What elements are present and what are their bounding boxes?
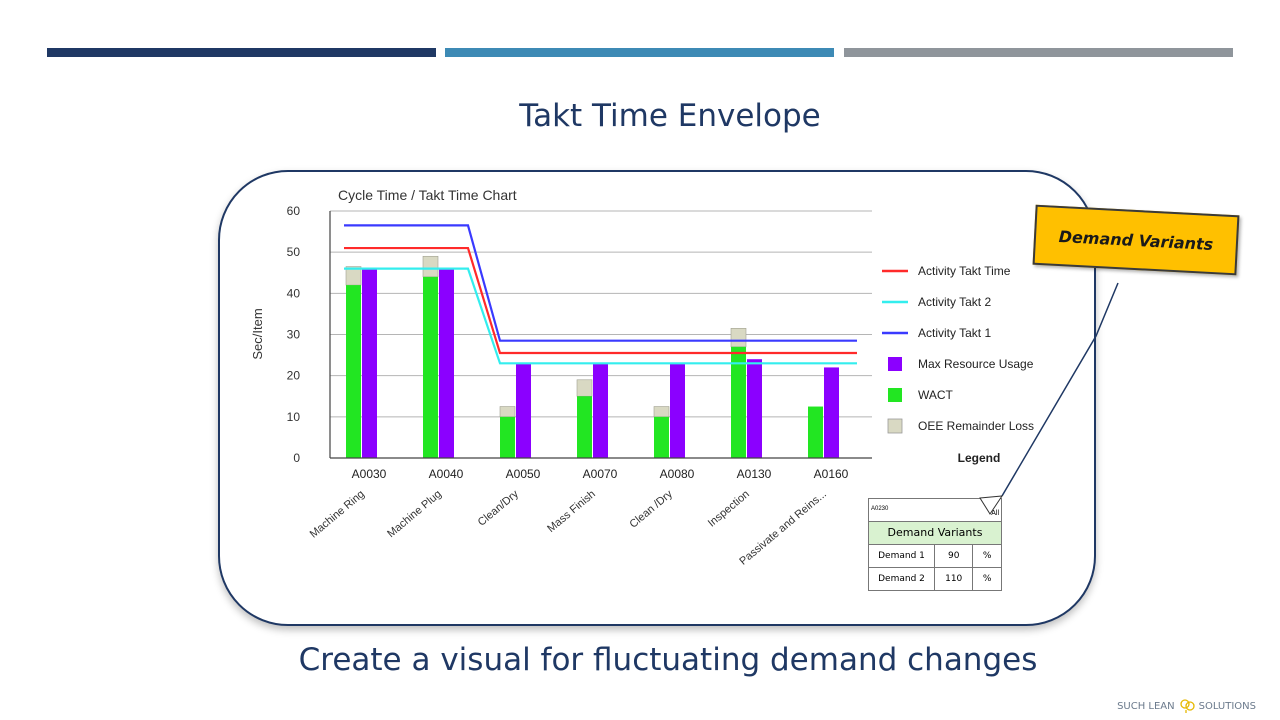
x-tick-label: A0160 (814, 467, 849, 481)
bar-oee-loss (576, 379, 593, 397)
bar-wact (577, 396, 592, 458)
x-tick-label: A0070 (583, 467, 618, 481)
x-tick-label: A0130 (737, 467, 772, 481)
table-header-strip: A0230 All (868, 498, 1002, 521)
bar-max-resource (516, 363, 531, 458)
y-tick-label: 30 (287, 328, 301, 342)
bar-max-resource (824, 367, 839, 458)
category-name-label: Machine Ring (308, 488, 367, 540)
company-logo: SUCH LEAN SOLUTIONS (1117, 698, 1256, 714)
bar-oee-loss (422, 255, 439, 278)
logo-text-right: SOLUTIONS (1198, 700, 1256, 712)
category-name-label: Inspection (706, 488, 752, 529)
series-line-activity-takt-2 (344, 267, 857, 365)
table-title: Demand Variants (868, 521, 1002, 545)
series-line-activity-takt-1 (344, 224, 857, 342)
x-tick-label: A0040 (429, 467, 464, 481)
table-row: Demand 2 110 % (868, 568, 1002, 591)
legend-entry: Max Resource Usage (918, 357, 1034, 371)
legend-entry: Activity Takt Time (918, 264, 1011, 278)
slide-title: Takt Time Envelope (519, 98, 821, 134)
legend-title: Legend (958, 451, 1001, 465)
legend-swatch-box (888, 357, 902, 371)
y-axis-label: Sec/Item (250, 308, 265, 359)
bar-wact (346, 285, 361, 458)
bar-max-resource (593, 363, 608, 458)
y-tick-label: 50 (287, 245, 301, 259)
legend-swatch-box (887, 418, 903, 434)
demand-variants-callout: Demand Variants (1032, 204, 1240, 276)
x-tick-label: A0030 (352, 467, 387, 481)
legend-entry: Activity Takt 2 (918, 295, 991, 309)
callout-label: Demand Variants (1058, 226, 1214, 254)
legend-entry: WACT (918, 388, 954, 402)
table-row: Demand 1 90 % (868, 545, 1002, 568)
category-name-label: Passivate and Reins... (737, 488, 829, 568)
bar-oee-loss (730, 328, 747, 348)
row-value[interactable]: 90 (935, 545, 974, 567)
table-all-label: All (991, 510, 999, 517)
bar-oee-loss (499, 406, 516, 418)
chart-title: Cycle Time / Takt Time Chart (338, 187, 517, 203)
bar-max-resource (747, 359, 762, 458)
bar-oee-loss (653, 406, 670, 418)
y-tick-label: 0 (293, 451, 300, 465)
bar-wact (731, 346, 746, 458)
table-code: A0230 (871, 506, 889, 512)
logo-lightbulb-icon (1179, 699, 1195, 713)
legend-swatch-box (888, 388, 902, 402)
x-tick-label: A0080 (660, 467, 695, 481)
legend-entry: Activity Takt 1 (918, 326, 991, 340)
header-bar-gray (844, 48, 1233, 57)
legend-entry: OEE Remainder Loss (918, 419, 1034, 433)
header-bar-blue (445, 48, 834, 57)
row-label: Demand 2 (869, 568, 935, 590)
y-tick-label: 10 (287, 410, 301, 424)
bar-wact (500, 416, 515, 458)
row-label: Demand 1 (869, 545, 935, 567)
bar-max-resource (362, 268, 377, 458)
row-unit: % (982, 551, 992, 561)
category-name-label: Clean/Dry (476, 488, 522, 529)
row-unit: % (982, 574, 992, 584)
category-name-label: Machine Plug (385, 488, 444, 540)
y-tick-label: 60 (287, 204, 301, 218)
row-value[interactable]: 110 (935, 568, 974, 590)
y-tick-label: 20 (287, 369, 301, 383)
header-bar-navy (47, 48, 436, 57)
bar-wact (654, 416, 669, 458)
y-tick-label: 40 (287, 286, 301, 300)
demand-variants-table: A0230 All Demand Variants Demand 1 90 % … (868, 498, 1002, 591)
x-tick-label: A0050 (506, 467, 541, 481)
series-line-activity-takt-time (344, 246, 857, 355)
bar-max-resource (670, 363, 685, 458)
category-name-label: Mass Finish (545, 488, 598, 535)
bar-wact (808, 406, 823, 458)
bar-max-resource (439, 268, 454, 458)
bar-wact (423, 276, 438, 458)
logo-text-left: SUCH LEAN (1117, 700, 1175, 712)
category-name-label: Clean /Dry (627, 488, 675, 531)
slide-subtitle: Create a visual for fluctuating demand c… (298, 642, 1038, 678)
